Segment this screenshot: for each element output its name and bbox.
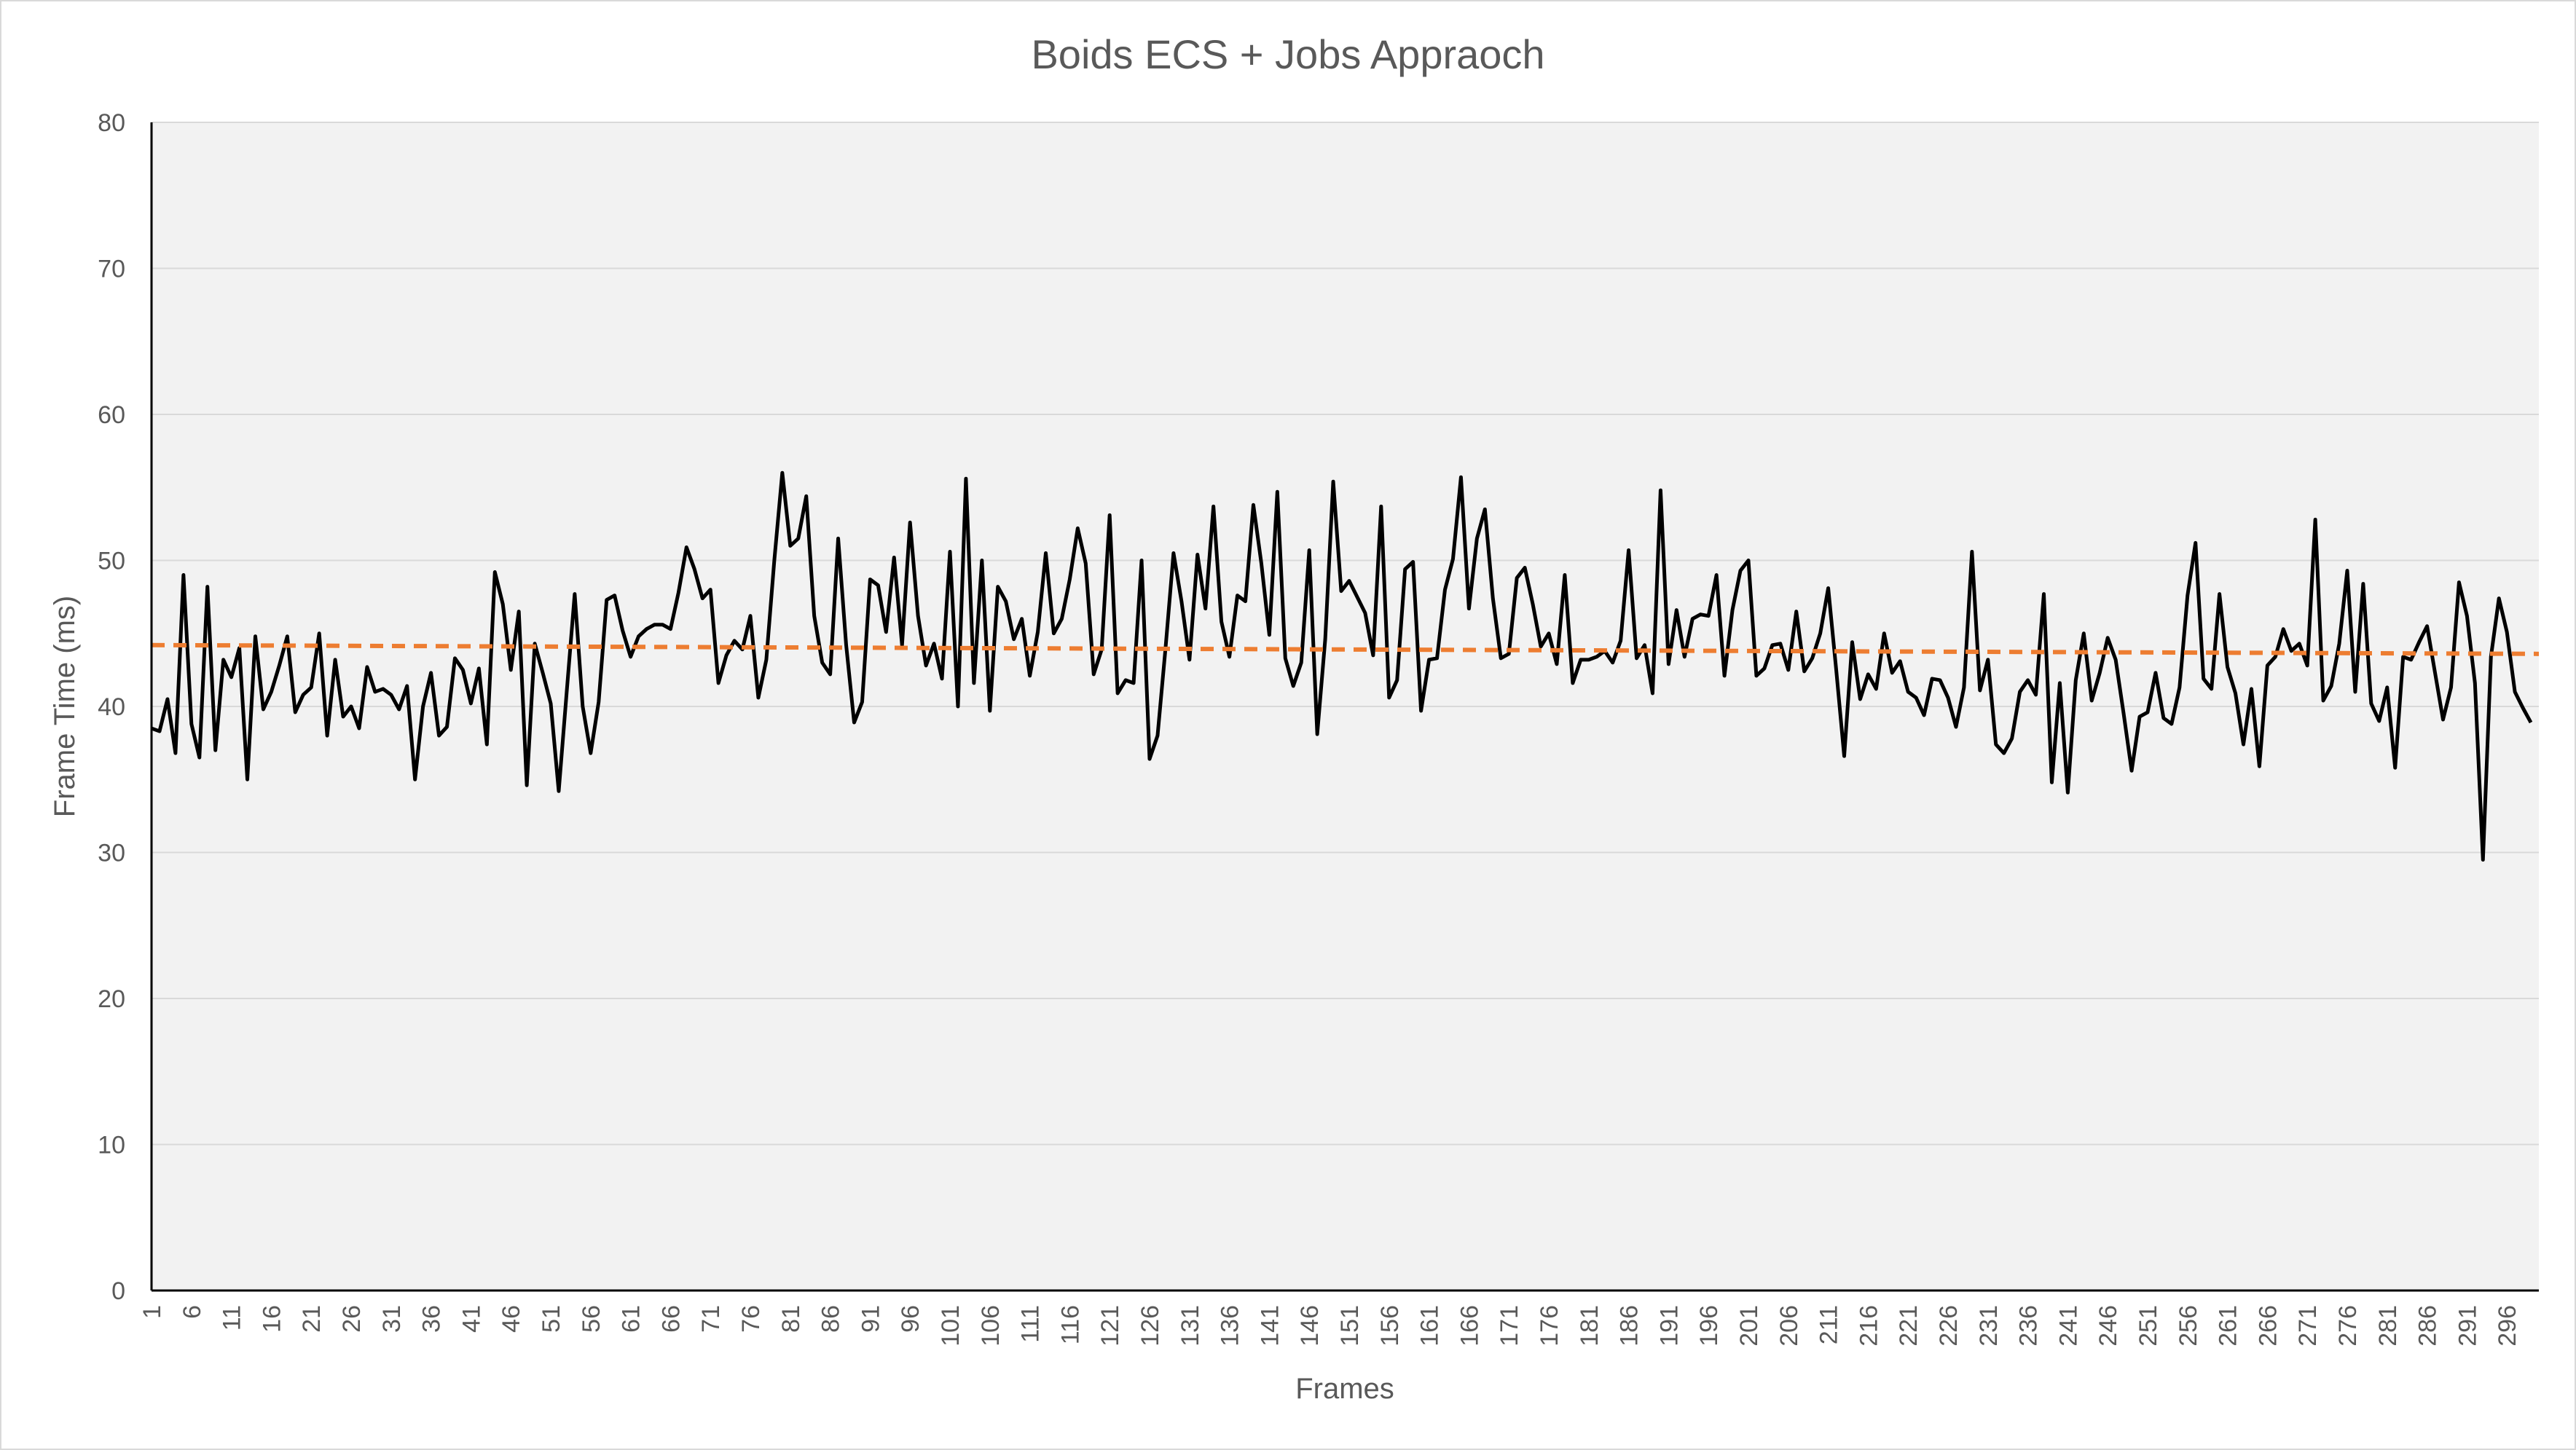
y-tick-label: 30	[98, 840, 125, 867]
x-tick-label: 86	[817, 1305, 845, 1333]
x-tick-label: 196	[1695, 1305, 1723, 1347]
y-axis-ticks: 0 10 20 30 40 50 60 70 80	[98, 109, 125, 1305]
x-tick-label: 291	[2454, 1305, 2481, 1347]
x-tick-label: 131	[1177, 1305, 1204, 1347]
x-tick-label: 81	[777, 1305, 805, 1333]
x-tick-label: 21	[298, 1305, 326, 1333]
x-tick-label: 41	[458, 1305, 485, 1333]
x-tick-label: 71	[697, 1305, 725, 1333]
x-tick-label: 166	[1456, 1305, 1483, 1347]
x-tick-label: 116	[1056, 1305, 1084, 1344]
x-tick-label: 206	[1775, 1305, 1803, 1347]
x-tick-label: 171	[1496, 1305, 1523, 1347]
frame-time-series	[151, 470, 2533, 862]
x-tick-label: 61	[618, 1305, 645, 1333]
y-tick-label: 60	[98, 401, 125, 429]
x-tick-label: 246	[2094, 1305, 2122, 1347]
x-tick-label: 271	[2294, 1305, 2322, 1347]
x-tick-label: 76	[737, 1305, 765, 1333]
x-tick-label: 96	[897, 1305, 924, 1333]
x-tick-label: 16	[258, 1305, 286, 1333]
x-tick-label: 66	[657, 1305, 685, 1333]
x-tick-label: 186	[1616, 1305, 1644, 1347]
x-tick-label: 101	[937, 1305, 965, 1347]
x-tick-label: 146	[1296, 1305, 1324, 1347]
chart-title: Boids ECS + Jobs Appraoch	[1031, 31, 1544, 77]
x-tick-label: 211	[1815, 1305, 1843, 1344]
x-tick-label: 276	[2334, 1305, 2362, 1347]
x-tick-label: 121	[1096, 1305, 1124, 1347]
x-tick-label: 36	[418, 1305, 446, 1333]
x-tick-label: 261	[2215, 1305, 2242, 1347]
x-tick-label: 11	[219, 1305, 246, 1331]
x-tick-label: 286	[2414, 1305, 2442, 1347]
x-tick-label: 46	[498, 1305, 525, 1333]
x-tick-label: 141	[1256, 1305, 1284, 1347]
y-tick-label: 10	[98, 1132, 125, 1159]
x-tick-label: 231	[1975, 1305, 2003, 1347]
x-tick-label: 226	[1935, 1305, 1963, 1347]
x-tick-label: 136	[1217, 1305, 1244, 1347]
x-tick-label: 51	[538, 1305, 565, 1333]
y-tick-label: 80	[98, 109, 125, 137]
trendline-series	[151, 642, 2540, 656]
x-tick-label: 156	[1376, 1305, 1404, 1347]
x-tick-label: 281	[2374, 1305, 2402, 1347]
x-tick-label: 256	[2175, 1305, 2202, 1347]
x-tick-label: 91	[857, 1305, 884, 1333]
x-tick-label: 126	[1136, 1305, 1164, 1347]
x-tick-label: 6	[178, 1305, 206, 1319]
x-tick-label: 296	[2494, 1305, 2521, 1347]
x-tick-label: 216	[1855, 1305, 1882, 1347]
x-tick-label: 251	[2135, 1305, 2162, 1347]
x-tick-label: 1	[138, 1305, 166, 1319]
x-tick-label: 191	[1655, 1305, 1683, 1347]
x-tick-label: 221	[1895, 1305, 1923, 1347]
x-axis-ticks: 1 6 11 16 21 26 31 36 41 46 51 56 61 66 71 76 81 86 91 96 10…	[138, 1305, 2521, 1347]
x-tick-label: 176	[1536, 1305, 1563, 1347]
series-layer	[151, 470, 2540, 862]
x-tick-label: 241	[2054, 1305, 2082, 1347]
x-tick-label: 106	[977, 1305, 1005, 1347]
x-axis-title: Frames	[1295, 1373, 1394, 1405]
x-tick-label: 26	[338, 1305, 366, 1333]
x-tick-label: 181	[1576, 1305, 1603, 1347]
y-tick-label: 40	[98, 693, 125, 721]
x-tick-label: 236	[2015, 1305, 2043, 1347]
x-tick-label: 56	[578, 1305, 605, 1333]
x-tick-label: 31	[378, 1305, 406, 1333]
x-tick-label: 201	[1735, 1305, 1763, 1347]
y-tick-label: 50	[98, 548, 125, 575]
y-tick-label: 70	[98, 256, 125, 283]
y-tick-label: 0	[111, 1277, 125, 1305]
x-tick-label: 151	[1336, 1305, 1364, 1347]
y-tick-label: 20	[98, 985, 125, 1013]
x-tick-label: 111	[1017, 1305, 1045, 1343]
y-axis-title: Frame Time (ms)	[49, 596, 81, 817]
x-tick-label: 161	[1416, 1305, 1444, 1347]
gridlines	[152, 122, 2539, 1146]
x-tick-label: 266	[2254, 1305, 2282, 1347]
